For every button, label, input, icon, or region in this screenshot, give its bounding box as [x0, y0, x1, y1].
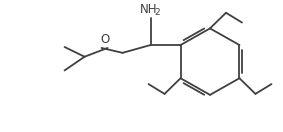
Text: 2: 2 [155, 8, 160, 17]
Text: NH: NH [140, 3, 157, 16]
Text: O: O [100, 33, 109, 46]
